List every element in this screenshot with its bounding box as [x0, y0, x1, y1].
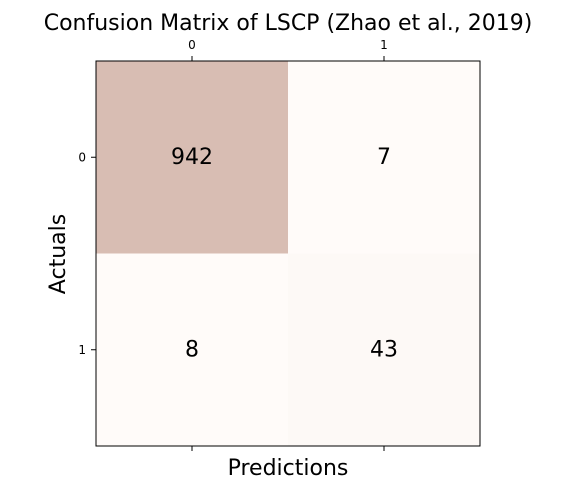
x-tick-label-0: 0 — [188, 38, 196, 52]
x-tick-label-1: 1 — [380, 38, 388, 52]
heatmap-cell-r1-c0 — [96, 253, 288, 446]
axis-ticks: 0 1 0 1 — [78, 38, 388, 451]
cell-value-r0-c0: 942 — [171, 145, 213, 170]
y-axis-label: Actuals — [46, 214, 71, 294]
plot-frame — [95, 60, 481, 447]
heatmap-cells — [96, 61, 480, 446]
heatmap-cell-r0-c0 — [96, 61, 288, 254]
heatmap-cell-r0-c1 — [288, 61, 480, 254]
y-tick-label-1: 1 — [78, 343, 86, 357]
cell-value-r0-c1: 7 — [377, 145, 391, 170]
x-axis-label: Predictions — [228, 456, 349, 481]
cell-value-r1-c1: 43 — [370, 337, 398, 362]
chart-title: Confusion Matrix of LSCP (Zhao et al., 2… — [44, 11, 533, 36]
heatmap-cell-labels: 942 7 8 43 — [171, 145, 398, 363]
cell-value-r1-c0: 8 — [185, 337, 199, 362]
heatmap-cell-r1-c1 — [288, 253, 480, 446]
y-tick-label-0: 0 — [78, 150, 86, 164]
